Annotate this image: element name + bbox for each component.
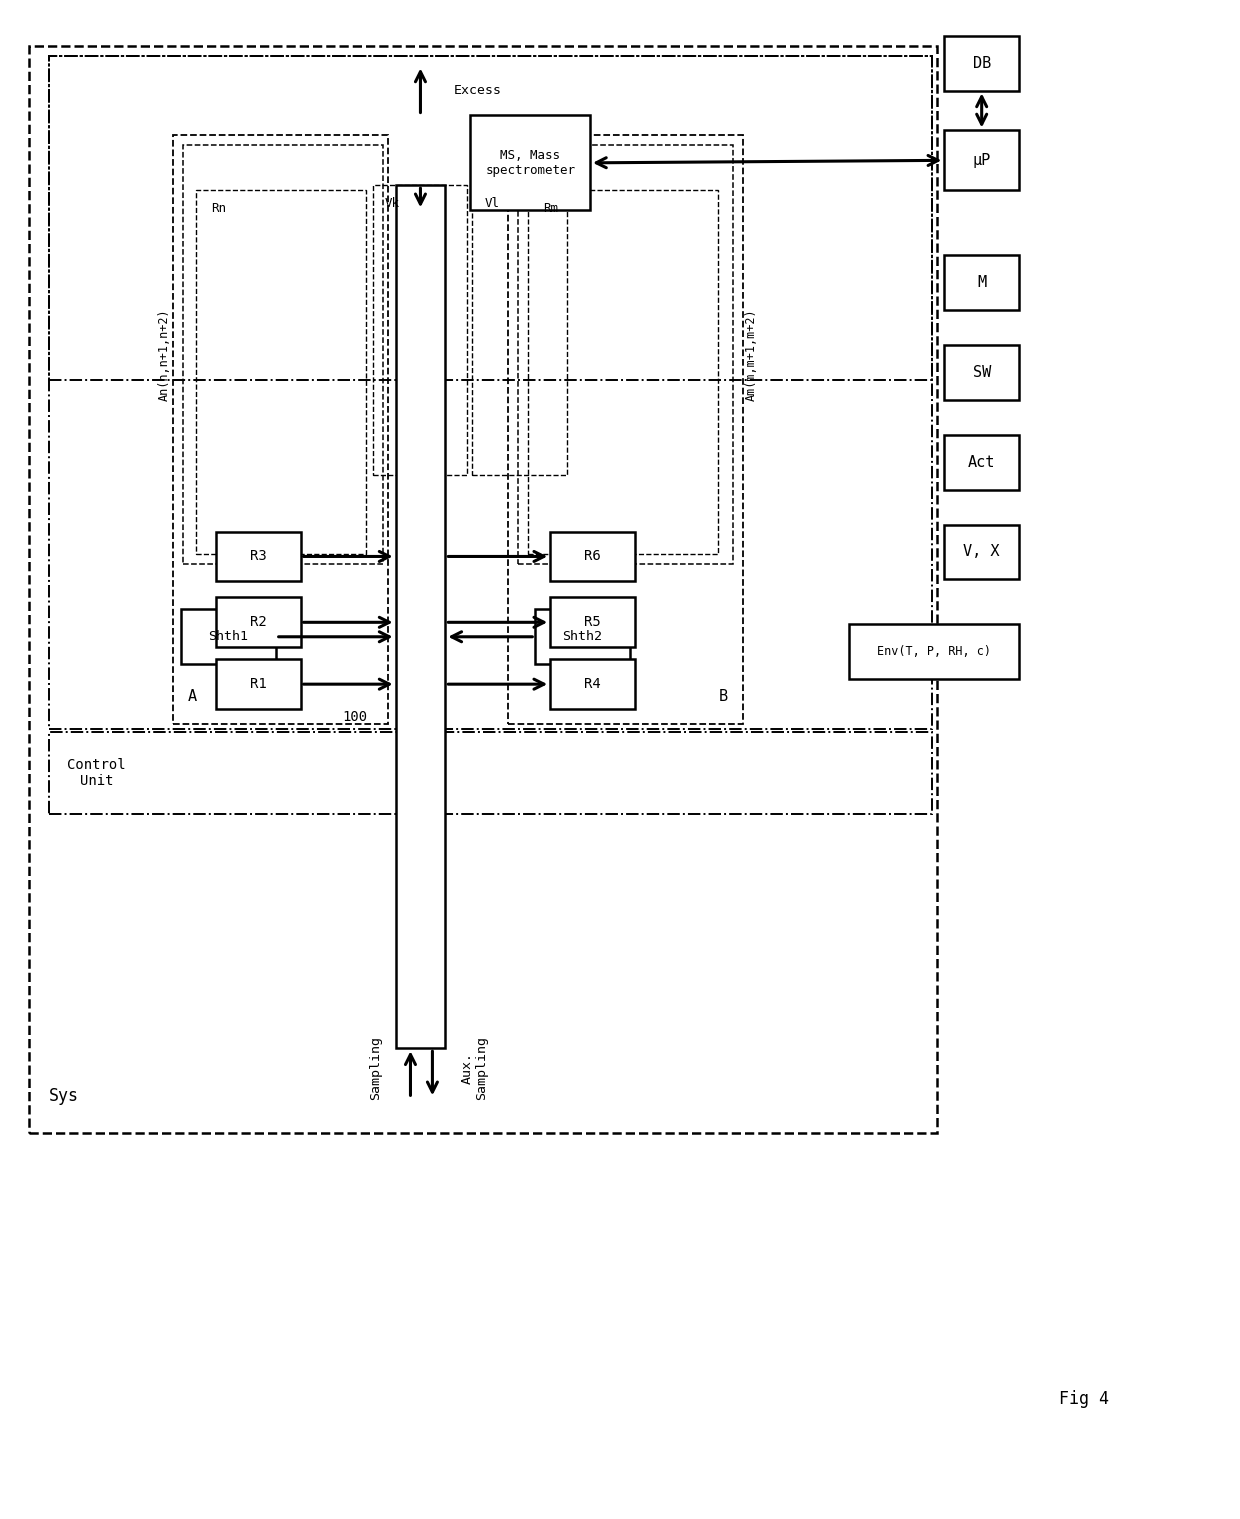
Text: Vk: Vk xyxy=(384,197,399,210)
Text: M: M xyxy=(977,275,986,290)
FancyBboxPatch shape xyxy=(945,345,1019,399)
Text: SW: SW xyxy=(972,365,991,380)
Text: Env(T, P, RH, c): Env(T, P, RH, c) xyxy=(877,646,991,658)
FancyBboxPatch shape xyxy=(216,659,301,709)
FancyBboxPatch shape xyxy=(945,524,1019,579)
Text: Am(m,m+1,m+2): Am(m,m+1,m+2) xyxy=(745,308,758,401)
Text: R3: R3 xyxy=(250,550,267,564)
Text: 100: 100 xyxy=(342,709,367,723)
Text: R4: R4 xyxy=(584,677,601,691)
FancyBboxPatch shape xyxy=(470,115,590,210)
Text: B: B xyxy=(719,690,728,705)
Text: DB: DB xyxy=(972,56,991,70)
FancyBboxPatch shape xyxy=(945,131,1019,190)
FancyBboxPatch shape xyxy=(181,609,275,664)
Text: μP: μP xyxy=(972,153,991,167)
FancyBboxPatch shape xyxy=(536,609,630,664)
Text: Shth2: Shth2 xyxy=(563,630,603,643)
FancyBboxPatch shape xyxy=(216,597,301,647)
Text: Shth1: Shth1 xyxy=(208,630,248,643)
Text: MS, Mass
spectrometer: MS, Mass spectrometer xyxy=(485,149,575,176)
FancyBboxPatch shape xyxy=(396,185,445,1048)
FancyBboxPatch shape xyxy=(551,659,635,709)
FancyBboxPatch shape xyxy=(945,35,1019,91)
FancyBboxPatch shape xyxy=(849,624,1019,679)
Text: An(n,n+1,n+2): An(n,n+1,n+2) xyxy=(157,308,171,401)
FancyBboxPatch shape xyxy=(945,434,1019,489)
Text: R2: R2 xyxy=(250,615,267,629)
Text: Rn: Rn xyxy=(211,202,226,216)
FancyBboxPatch shape xyxy=(216,532,301,582)
Text: Sampling: Sampling xyxy=(370,1036,382,1100)
Text: Control
Unit: Control Unit xyxy=(67,758,126,788)
Text: Aux.
Sampling: Aux. Sampling xyxy=(460,1036,489,1100)
Text: R6: R6 xyxy=(584,550,601,564)
Text: Excess: Excess xyxy=(454,84,501,97)
FancyBboxPatch shape xyxy=(551,532,635,582)
Text: Vl: Vl xyxy=(485,197,500,210)
Text: R5: R5 xyxy=(584,615,601,629)
FancyBboxPatch shape xyxy=(945,255,1019,310)
Text: R1: R1 xyxy=(250,677,267,691)
Text: Fig 4: Fig 4 xyxy=(1059,1390,1109,1408)
Text: Sys: Sys xyxy=(50,1088,79,1106)
Text: A: A xyxy=(188,690,197,705)
Text: V, X: V, X xyxy=(963,544,999,559)
Text: Act: Act xyxy=(968,454,996,469)
FancyBboxPatch shape xyxy=(551,597,635,647)
Text: Rm: Rm xyxy=(543,202,558,216)
